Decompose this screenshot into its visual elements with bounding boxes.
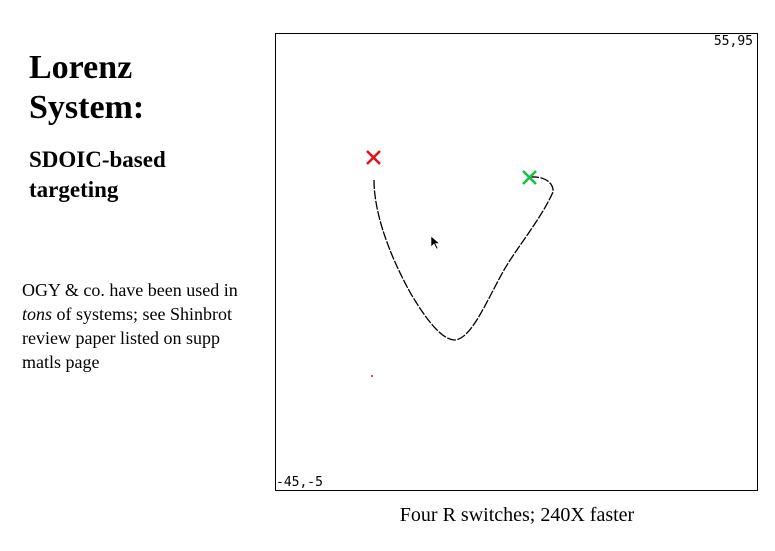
note-emphasis: tons (22, 304, 53, 324)
start-marker-icon (366, 150, 381, 165)
subtitle-line-2: targeting (29, 177, 119, 202)
title-line-1: Lorenz (29, 49, 133, 86)
stray-point (371, 375, 373, 377)
slide-note: OGY & co. have been used in tons of syst… (22, 278, 262, 374)
mouse-cursor-icon (430, 235, 441, 250)
slide-title: Lorenz System: (29, 48, 144, 128)
note-text-2: of systems; see Shinbrot review paper li… (22, 304, 233, 372)
slide-caption: Four R switches; 240X faster (399, 504, 635, 526)
target-marker-icon (522, 170, 537, 185)
plot-corner-label-top-right: 55,95 (713, 34, 753, 49)
trajectory-path (373, 176, 554, 341)
subtitle-line-1: SDOIC-based (29, 147, 166, 172)
plot-corner-label-bottom-left: -45,-5 (276, 475, 323, 490)
phase-plot-window: 55,95 -45,-5 (275, 33, 758, 491)
slide-subtitle: SDOIC-based targeting (29, 145, 166, 205)
note-text-1: OGY & co. have been used in (22, 280, 238, 300)
title-line-2: System: (29, 89, 145, 126)
phase-plot-canvas (366, 150, 554, 377)
